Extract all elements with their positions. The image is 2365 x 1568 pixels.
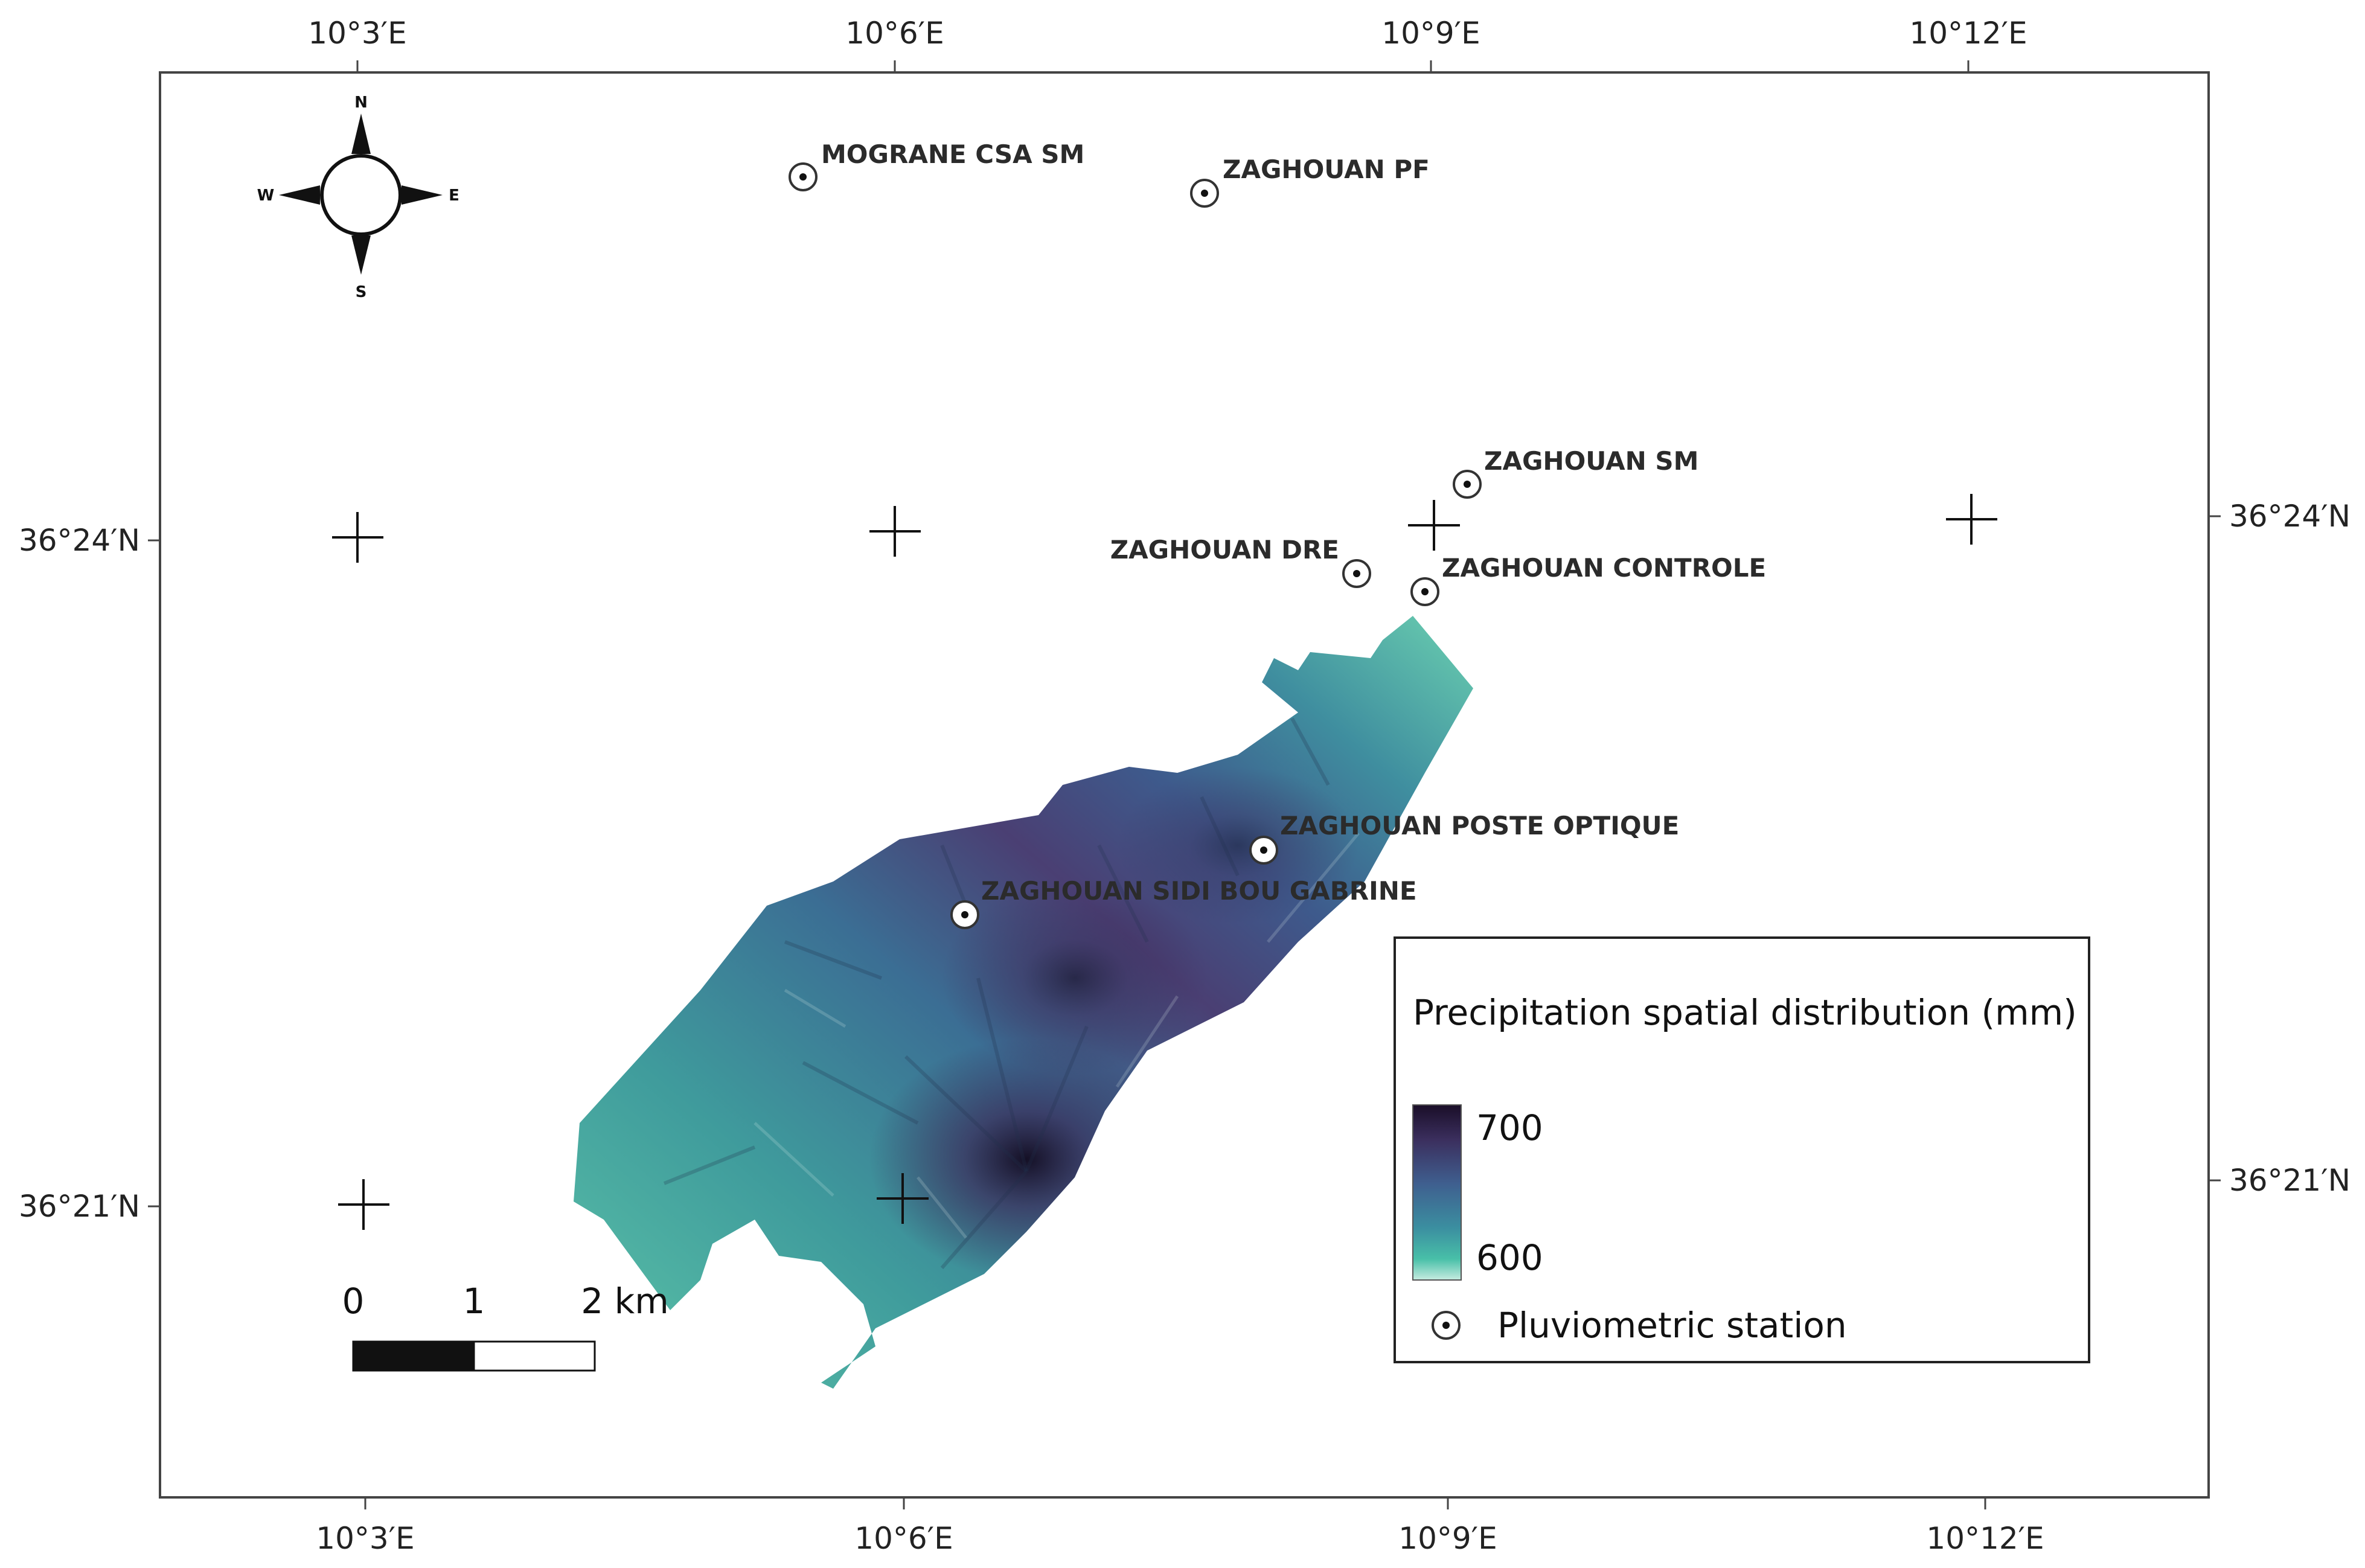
legend-title: Precipitation spatial distribution (mm): [1413, 992, 2077, 1033]
frame-ticks: [148, 60, 2221, 1509]
lon-label-top-1: 10°3′E: [308, 16, 406, 51]
north-arrow-icon: N S W E: [257, 94, 459, 301]
lat-label-left-1: 36°24′N: [19, 523, 140, 558]
compass-s: S: [356, 283, 367, 301]
station-zaghouan-controle: ZAGHOUAN CONTROLE: [1410, 553, 1766, 606]
graticule-cross: [332, 512, 383, 563]
station-zaghouan-sidi-bou-gabrine: ZAGHOUAN SIDI BOU GABRINE: [950, 876, 1417, 929]
graticule-cross: [338, 1179, 389, 1230]
precipitation-raster: [574, 616, 1473, 1389]
lon-label-bottom-3: 10°9′E: [1398, 1521, 1497, 1556]
lon-label-bottom-2: 10°6′E: [854, 1521, 953, 1556]
station-label: ZAGHOUAN DRE: [1110, 535, 1339, 565]
compass-n: N: [354, 94, 368, 112]
scale-label-1: 1: [463, 1281, 485, 1322]
station-label: ZAGHOUAN SM: [1484, 446, 1698, 476]
legend-min-label: 600: [1476, 1237, 1543, 1278]
station-label: ZAGHOUAN POSTE OPTIQUE: [1280, 811, 1679, 840]
legend: Precipitation spatial distribution (mm) …: [1394, 936, 2090, 1363]
station-zaghouan-dre: ZAGHOUAN DRE: [1110, 535, 1371, 588]
compass-w: W: [257, 187, 275, 205]
graticule-cross: [869, 506, 921, 557]
legend-station-label: Pluviometric station: [1497, 1305, 1847, 1346]
lon-label-top-2: 10°6′E: [845, 16, 944, 51]
lon-label-top-3: 10°9′E: [1381, 16, 1480, 51]
graticule-cross: [877, 1173, 929, 1224]
lon-label-top-4: 10°12′E: [1909, 16, 2027, 51]
lon-label-bottom-1: 10°3′E: [316, 1521, 414, 1556]
scale-bar: 0 1 2 km: [342, 1281, 669, 1372]
lat-label-right-1: 36°24′N: [2229, 499, 2351, 534]
station-symbol-icon: [1432, 1311, 1461, 1340]
compass-e: E: [449, 187, 459, 205]
legend-color-ramp: [1412, 1104, 1462, 1281]
lat-label-left-2: 36°21′N: [19, 1189, 140, 1224]
station-label: ZAGHOUAN CONTROLE: [1442, 553, 1766, 583]
graticule-crosses: [332, 494, 1997, 1230]
station-mograne-csa-sm: MOGRANE CSA SM: [789, 139, 1084, 191]
lat-label-right-2: 36°21′N: [2229, 1163, 2351, 1198]
lon-label-bottom-4: 10°12′E: [1926, 1521, 2044, 1556]
station-label: MOGRANE CSA SM: [821, 139, 1084, 169]
legend-max-label: 700: [1476, 1107, 1543, 1148]
station-label: ZAGHOUAN SIDI BOU GABRINE: [981, 876, 1417, 906]
scale-label-2: 2 km: [581, 1281, 668, 1322]
graticule-cross: [1946, 494, 1997, 545]
graticule-cross: [1408, 500, 1460, 551]
station-zaghouan-sm: ZAGHOUAN SM: [1453, 446, 1698, 499]
station-zaghouan-poste-optique: ZAGHOUAN POSTE OPTIQUE: [1249, 811, 1679, 865]
station-zaghouan-pf: ZAGHOUAN PF: [1190, 155, 1430, 208]
station-label: ZAGHOUAN PF: [1223, 155, 1430, 184]
scale-label-0: 0: [342, 1281, 365, 1322]
